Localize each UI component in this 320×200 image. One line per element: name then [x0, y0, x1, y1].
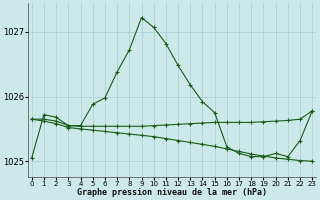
X-axis label: Graphe pression niveau de la mer (hPa): Graphe pression niveau de la mer (hPa): [77, 188, 267, 197]
